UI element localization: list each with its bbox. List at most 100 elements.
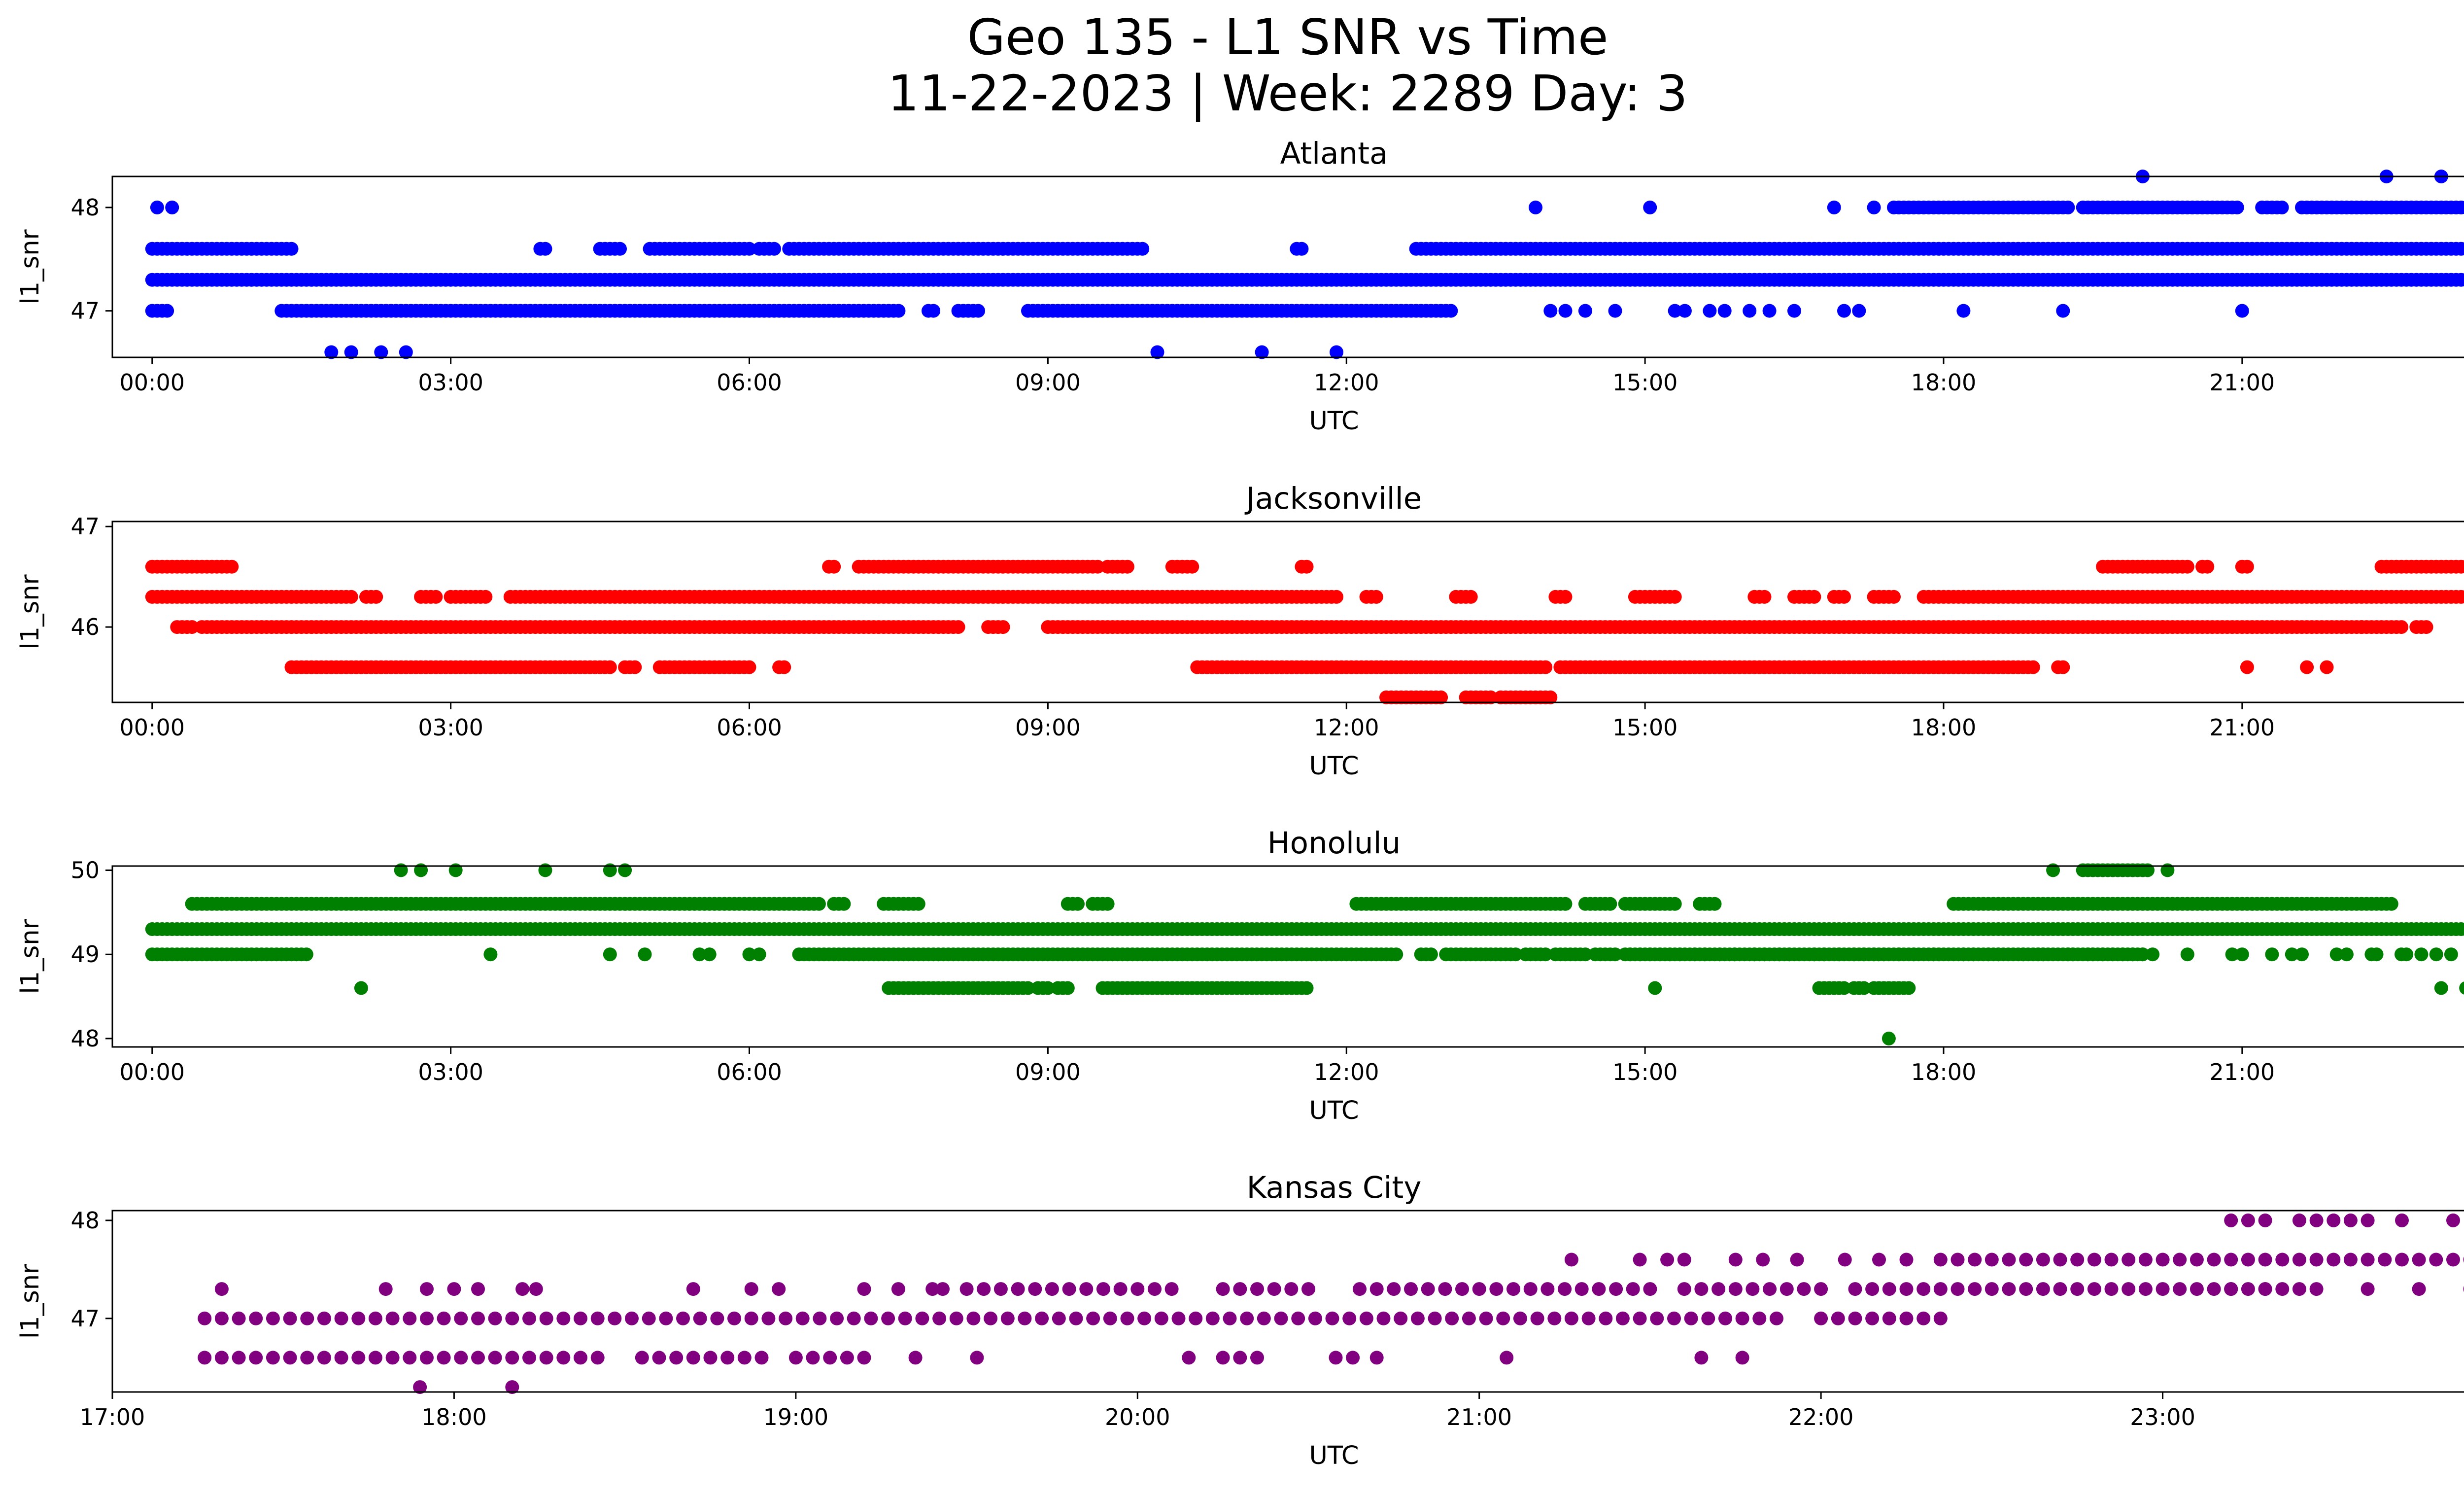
data-point	[165, 200, 179, 214]
data-point	[1867, 200, 1881, 214]
data-point	[1539, 660, 1553, 674]
data-point	[2146, 947, 2160, 962]
data-point	[1325, 1311, 1339, 1325]
data-point	[1667, 1311, 1681, 1325]
data-point	[1086, 1311, 1100, 1325]
data-point	[2173, 1282, 2187, 1296]
panel-title-atlanta: Atlanta	[1280, 136, 1388, 171]
x-tick-label: 03:00	[418, 714, 483, 741]
data-point	[1250, 1282, 1264, 1296]
data-point	[2156, 1252, 2170, 1267]
data-point	[891, 1282, 905, 1296]
data-point	[795, 1311, 810, 1325]
data-point	[214, 1351, 229, 1365]
data-point	[1216, 1351, 1230, 1365]
data-point	[556, 1311, 571, 1325]
data-point	[702, 947, 717, 962]
data-point	[1643, 1282, 1657, 1296]
data-point	[1608, 304, 1622, 318]
data-point	[471, 1282, 485, 1296]
x-tick-label: 21:00	[2210, 714, 2275, 741]
data-point	[2053, 1252, 2067, 1267]
data-point	[2292, 1252, 2306, 1267]
data-point	[2224, 1282, 2238, 1296]
data-point	[1500, 1351, 1514, 1365]
data-point	[300, 1351, 314, 1365]
data-point	[2061, 200, 2075, 214]
data-point	[214, 1282, 229, 1296]
data-point	[1633, 1252, 1647, 1267]
data-point	[857, 1282, 871, 1296]
data-point	[2180, 559, 2194, 574]
data-point	[300, 1311, 314, 1325]
data-point	[2384, 897, 2398, 911]
data-point	[1120, 1311, 1134, 1325]
axes-frame-honolulu	[111, 865, 2464, 1048]
data-point	[837, 897, 851, 911]
data-point	[522, 1351, 536, 1365]
x-tick-label: 00:00	[119, 714, 185, 741]
data-point	[603, 947, 617, 962]
data-point	[2444, 947, 2458, 962]
data-point	[1698, 947, 1712, 962]
data-point	[1472, 1282, 1486, 1296]
data-point	[1137, 1311, 1152, 1325]
data-point	[1300, 559, 1314, 574]
data-point	[2309, 1252, 2324, 1267]
data-point	[1684, 1311, 1698, 1325]
data-point	[505, 1380, 519, 1394]
data-point	[1814, 1311, 1828, 1325]
data-point	[1421, 1282, 1435, 1296]
data-point	[2395, 1213, 2409, 1227]
y-axis-label: l1_snr	[16, 919, 45, 994]
data-point	[1837, 590, 1851, 604]
data-point	[652, 1351, 666, 1365]
data-point	[1539, 947, 1553, 962]
data-point	[2070, 1252, 2085, 1267]
data-point	[1763, 1282, 1777, 1296]
data-point	[2156, 620, 2170, 634]
data-point	[369, 590, 383, 604]
data-point	[1831, 1311, 1845, 1325]
data-point	[2036, 1282, 2050, 1296]
data-point	[1907, 947, 1921, 962]
data-point	[1650, 1311, 1664, 1325]
data-point	[1643, 947, 1657, 962]
data-point	[1578, 947, 1592, 962]
data-point	[2459, 922, 2464, 936]
data-point	[1892, 947, 1906, 962]
data-point	[1797, 1282, 1811, 1296]
data-point	[1071, 897, 1085, 911]
data-point	[266, 1351, 280, 1365]
data-point	[767, 242, 781, 256]
data-point	[857, 1351, 871, 1365]
data-point	[1330, 345, 1343, 359]
data-point	[830, 1311, 844, 1325]
data-point	[1091, 559, 1105, 574]
data-point	[1951, 1252, 1965, 1267]
y-tick-label: 47	[70, 513, 100, 540]
data-point	[1968, 1282, 1982, 1296]
y-tick-label: 47	[70, 298, 100, 324]
panel-title-kansas-city: Kansas City	[1247, 1170, 1422, 1205]
data-point	[864, 1311, 878, 1325]
data-point	[2195, 273, 2210, 287]
data-point	[1120, 559, 1134, 574]
axes-frame-jacksonville	[111, 521, 2464, 703]
data-point	[1543, 304, 1558, 318]
data-point	[1708, 897, 1722, 911]
data-point	[351, 1351, 366, 1365]
data-point	[2190, 1252, 2204, 1267]
data-point	[1814, 1282, 1828, 1296]
data-point	[1615, 1311, 1630, 1325]
panel-kansas-city: Kansas City 17:00 18:00 19:00 20:00 21:00 22:0…	[16, 1170, 2464, 1470]
data-point	[2096, 947, 2110, 962]
data-point	[1827, 200, 1841, 214]
data-point	[1274, 1311, 1288, 1325]
data-point	[1394, 1311, 1408, 1325]
data-point	[686, 1282, 700, 1296]
x-tick-label: 15:00	[1612, 1059, 1678, 1085]
data-point	[2125, 947, 2140, 962]
data-point	[1508, 947, 1523, 962]
data-point	[2395, 620, 2408, 634]
